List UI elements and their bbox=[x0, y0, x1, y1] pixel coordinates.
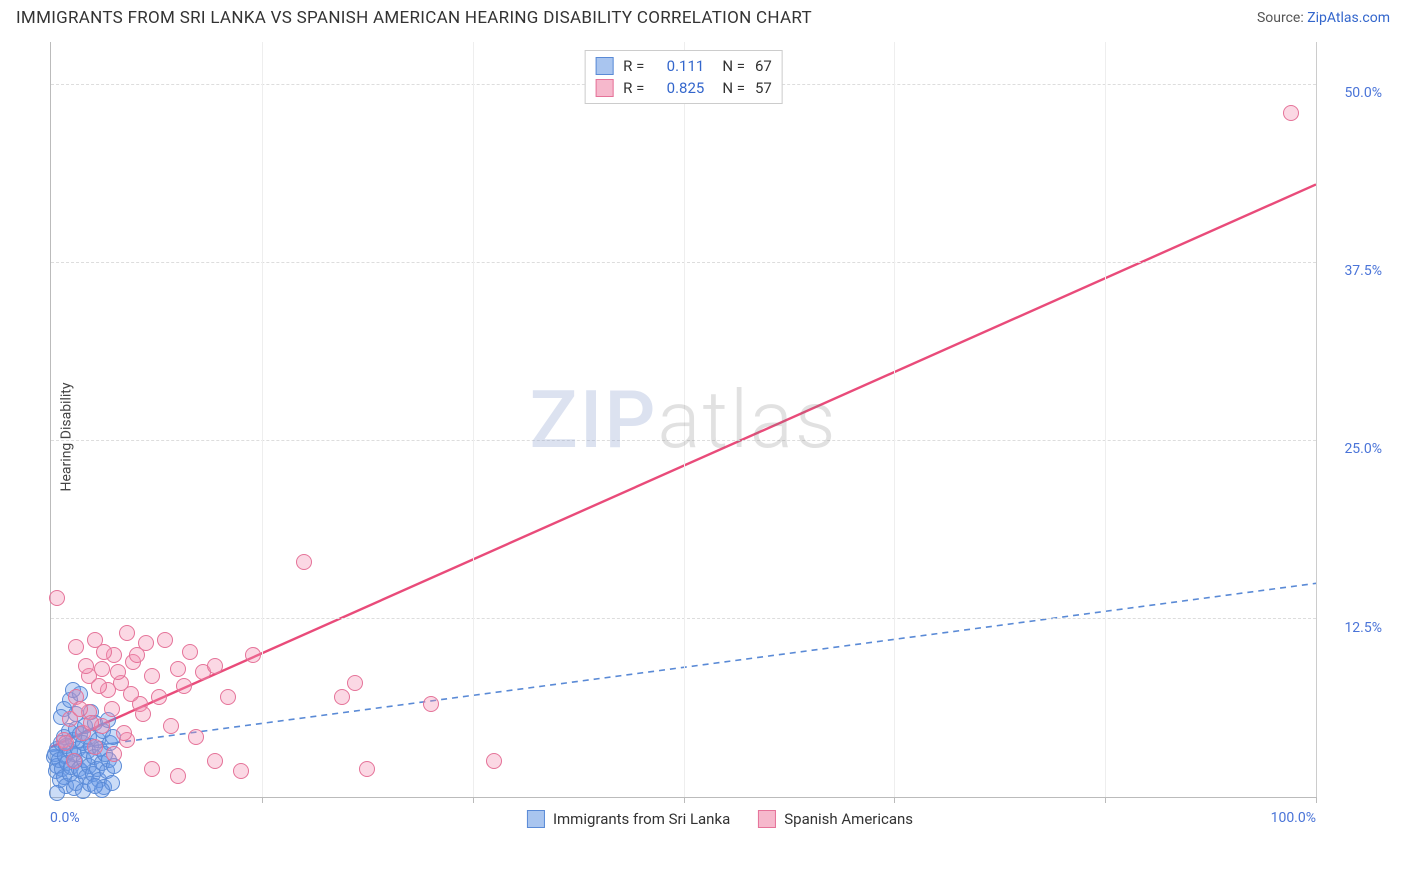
n-value-0: 67 bbox=[755, 57, 772, 75]
r-value-1: 0.825 bbox=[650, 79, 704, 97]
source-attribution: Source: ZipAtlas.com bbox=[1257, 10, 1390, 26]
data-point bbox=[151, 689, 167, 705]
data-point bbox=[96, 644, 112, 660]
data-point bbox=[359, 761, 375, 777]
series-1-name: Spanish Americans bbox=[784, 810, 913, 828]
data-point bbox=[176, 678, 192, 694]
data-point bbox=[106, 746, 122, 762]
data-point bbox=[119, 625, 135, 641]
x-tick-mark bbox=[684, 797, 685, 803]
data-point bbox=[83, 715, 99, 731]
regression-line-extrapolated bbox=[114, 583, 1316, 743]
data-point bbox=[68, 639, 84, 655]
data-point bbox=[135, 706, 151, 722]
chart-area: Hearing Disability ZIPatlas R = 0.111 N … bbox=[50, 32, 1390, 842]
swatch-bottom-1 bbox=[758, 810, 776, 828]
source-prefix: Source: bbox=[1257, 10, 1307, 26]
chart-title: IMMIGRANTS FROM SRI LANKA VS SPANISH AME… bbox=[16, 8, 812, 28]
data-point bbox=[233, 763, 249, 779]
x-tick-min: 0.0% bbox=[50, 810, 80, 826]
gridline-v bbox=[473, 42, 474, 797]
data-point bbox=[116, 725, 132, 741]
x-tick-mark bbox=[473, 797, 474, 803]
data-point bbox=[123, 686, 139, 702]
data-point bbox=[129, 647, 145, 663]
n-value-1: 57 bbox=[755, 79, 772, 97]
data-point bbox=[72, 701, 88, 717]
data-point bbox=[423, 696, 439, 712]
gridline-v bbox=[1316, 42, 1317, 797]
data-point bbox=[170, 768, 186, 784]
r-label: R = bbox=[623, 57, 644, 75]
data-point bbox=[91, 678, 107, 694]
chart-header: IMMIGRANTS FROM SRI LANKA VS SPANISH AME… bbox=[0, 0, 1406, 32]
data-point bbox=[220, 689, 236, 705]
gridline-v bbox=[1105, 42, 1106, 797]
source-link[interactable]: ZipAtlas.com bbox=[1307, 10, 1390, 26]
data-point bbox=[170, 661, 186, 677]
data-point bbox=[182, 644, 198, 660]
gridline-v bbox=[894, 42, 895, 797]
r-value-0: 0.111 bbox=[650, 57, 704, 75]
legend-item-1: Spanish Americans bbox=[758, 810, 913, 828]
data-point bbox=[49, 590, 65, 606]
gridline-v bbox=[262, 42, 263, 797]
data-point bbox=[347, 675, 363, 691]
data-point bbox=[110, 664, 126, 680]
swatch-series-1 bbox=[595, 79, 613, 97]
data-point bbox=[144, 761, 160, 777]
data-point bbox=[334, 689, 350, 705]
r-label: R = bbox=[623, 79, 644, 97]
data-point bbox=[163, 718, 179, 734]
data-point bbox=[66, 753, 82, 769]
series-0-name: Immigrants from Sri Lanka bbox=[553, 810, 730, 828]
x-tick-mark bbox=[262, 797, 263, 803]
data-point bbox=[104, 701, 120, 717]
x-tick-mark bbox=[894, 797, 895, 803]
plot-region: ZIPatlas R = 0.111 N = 67 R = 0.825 N = … bbox=[50, 42, 1316, 798]
data-point bbox=[245, 647, 261, 663]
data-point bbox=[87, 778, 103, 794]
data-point bbox=[207, 753, 223, 769]
x-tick-max: 100.0% bbox=[1271, 810, 1316, 826]
data-point bbox=[486, 753, 502, 769]
data-point bbox=[188, 729, 204, 745]
data-point bbox=[94, 661, 110, 677]
n-label: N = bbox=[722, 57, 745, 75]
data-point bbox=[49, 785, 65, 801]
data-point bbox=[157, 632, 173, 648]
correlation-legend: R = 0.111 N = 67 R = 0.825 N = 57 bbox=[584, 50, 783, 104]
swatch-series-0 bbox=[595, 57, 613, 75]
legend-item-0: Immigrants from Sri Lanka bbox=[527, 810, 730, 828]
data-point bbox=[296, 554, 312, 570]
x-tick-mark bbox=[1316, 797, 1317, 803]
data-point bbox=[144, 668, 160, 684]
data-point bbox=[58, 735, 74, 751]
data-point bbox=[78, 658, 94, 674]
data-point bbox=[1283, 105, 1299, 121]
n-label: N = bbox=[722, 79, 745, 97]
data-point bbox=[87, 739, 103, 755]
x-tick-mark bbox=[1105, 797, 1106, 803]
swatch-bottom-0 bbox=[527, 810, 545, 828]
gridline-v bbox=[684, 42, 685, 797]
data-point bbox=[207, 658, 223, 674]
legend-row-series-1: R = 0.825 N = 57 bbox=[595, 77, 772, 99]
series-legend: Immigrants from Sri Lanka Spanish Americ… bbox=[527, 810, 913, 828]
legend-row-series-0: R = 0.111 N = 67 bbox=[595, 55, 772, 77]
